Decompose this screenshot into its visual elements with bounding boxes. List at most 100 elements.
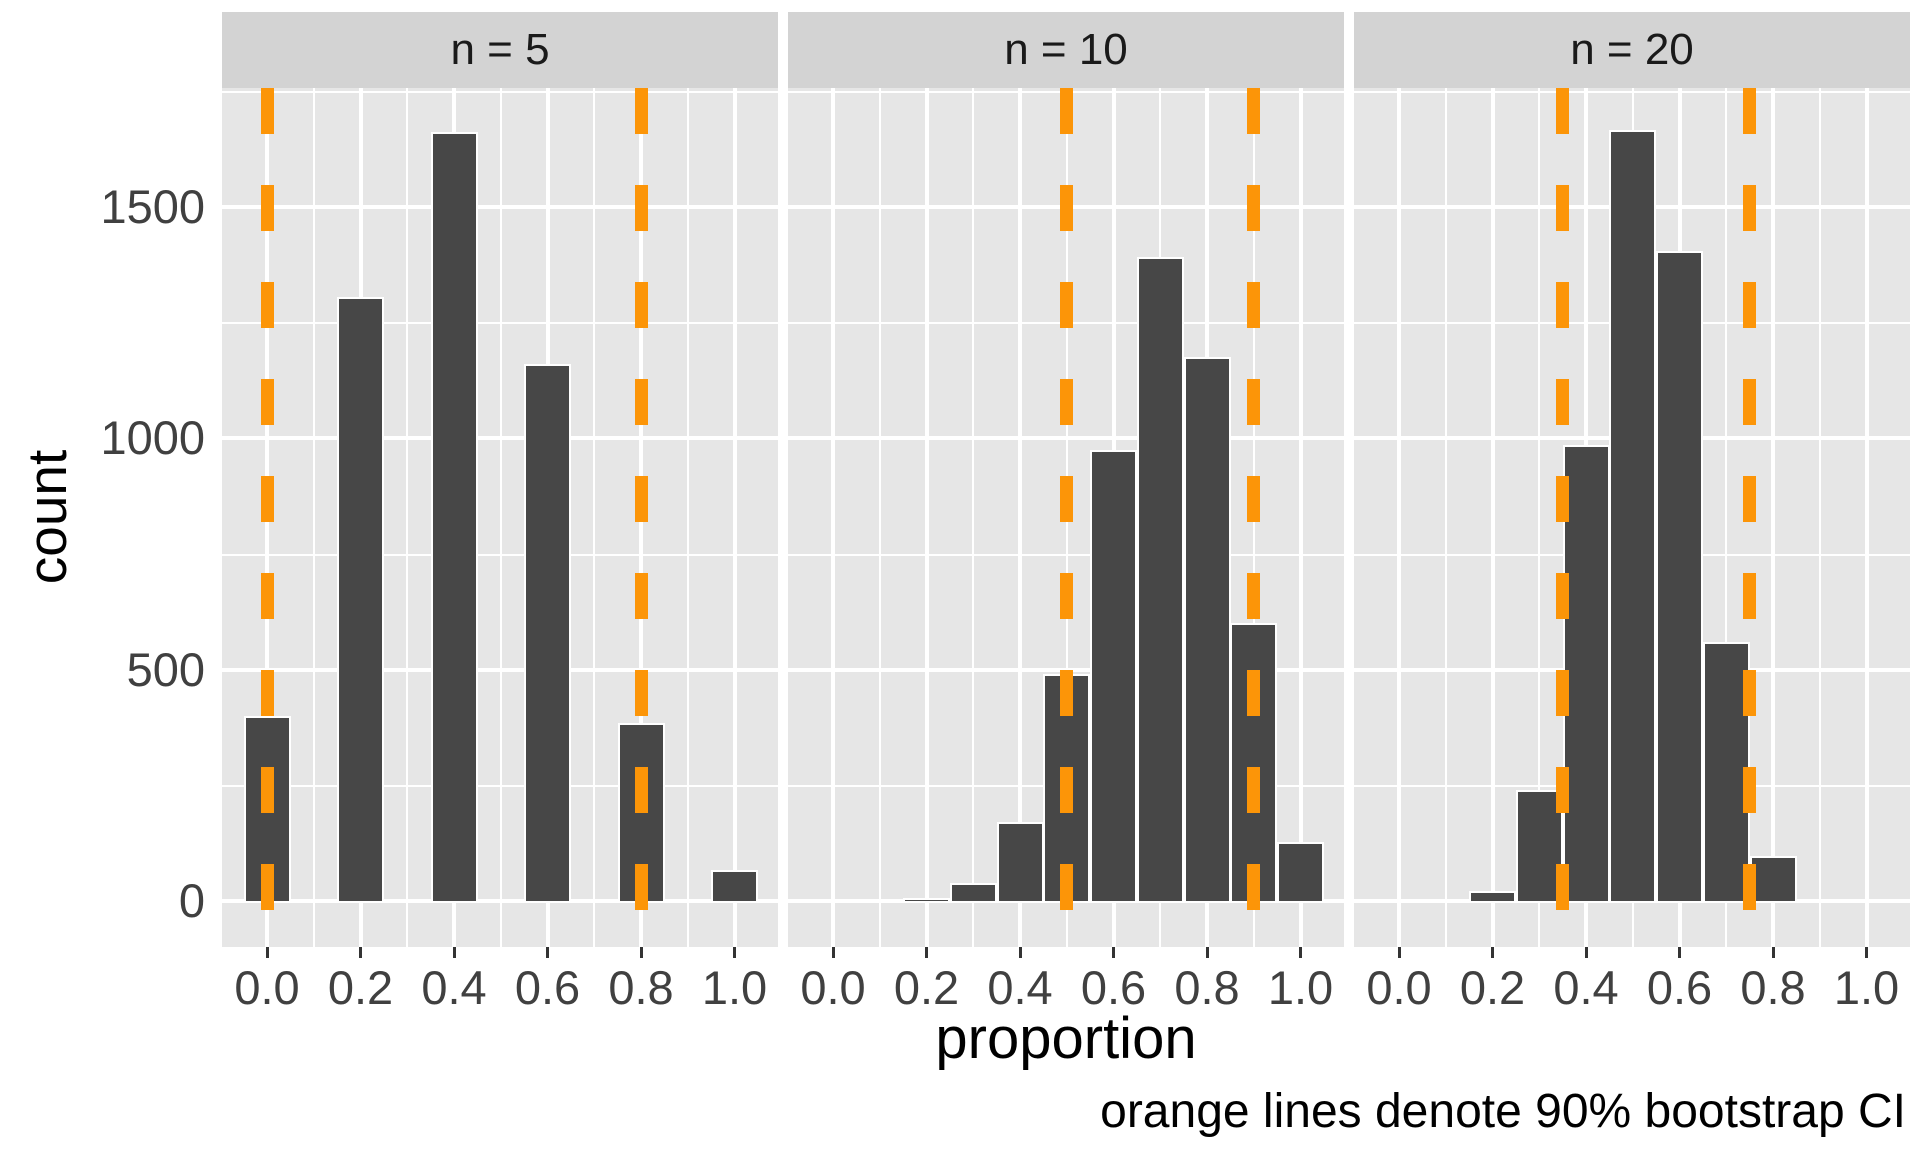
x-tick-mark (452, 947, 456, 958)
histogram-bar (1136, 257, 1184, 903)
ci-line (634, 88, 648, 947)
x-gridline-major (1298, 88, 1303, 947)
x-tick-label: 0.2 (327, 961, 394, 1014)
x-tick-label: 0.8 (608, 961, 674, 1014)
y-tick-label: 0 (178, 874, 205, 927)
x-tick-mark (1205, 947, 1209, 958)
x-tick-mark (831, 947, 835, 958)
facet-panel (788, 88, 1344, 947)
x-tick-mark (1771, 947, 1775, 958)
y-gridline-major (222, 436, 778, 440)
x-gridline-minor (406, 88, 409, 947)
x-gridline-minor (1444, 88, 1447, 947)
x-tick-mark (733, 947, 736, 958)
x-gridline-major (1397, 88, 1401, 947)
x-tick-label: 0.0 (800, 961, 866, 1014)
x-tick-label: 0.0 (234, 961, 300, 1014)
histogram-bar (1515, 789, 1563, 903)
histogram-bar (711, 869, 758, 903)
facet-panel (1354, 88, 1910, 947)
y-tick-label: 1000 (100, 411, 205, 464)
facet-panel (222, 88, 778, 947)
x-tick-label: 0.4 (1553, 961, 1619, 1014)
x-tick-label: 0.4 (421, 961, 487, 1014)
histogram-bar (524, 363, 571, 903)
x-gridline-major (1018, 88, 1022, 947)
x-tick-mark (359, 947, 362, 958)
x-tick-mark (925, 947, 928, 958)
histogram-bar (996, 822, 1044, 903)
x-gridline-minor (499, 88, 502, 947)
x-gridline-minor (593, 88, 596, 947)
histogram-bar (1183, 357, 1231, 903)
x-tick-mark (639, 947, 643, 958)
histogram-bar (903, 898, 950, 903)
histogram-bar (430, 132, 478, 903)
x-tick-mark (1584, 947, 1588, 958)
ci-line (260, 88, 274, 947)
x-tick-mark (1112, 947, 1115, 958)
x-gridline-minor (312, 88, 315, 947)
x-tick-label: 0.4 (987, 961, 1053, 1014)
x-gridline-major (1771, 88, 1775, 947)
x-gridline-major (732, 88, 737, 947)
x-tick-label: 0.0 (1366, 961, 1432, 1014)
x-tick-label: 1.0 (701, 961, 768, 1014)
x-tick-mark (1491, 947, 1494, 958)
y-gridline-major (222, 899, 778, 903)
histogram-bar (1469, 890, 1516, 903)
x-gridline-minor (1818, 88, 1821, 947)
x-gridline-minor (1538, 88, 1541, 947)
histogram-bar (1656, 250, 1703, 903)
x-tick-label: 1.0 (1833, 961, 1900, 1014)
facet-strip-label: n = 10 (1004, 25, 1128, 74)
y-gridline-major (222, 204, 778, 209)
x-tick-mark (1018, 947, 1022, 958)
facet-strip: n = 5 (222, 12, 778, 88)
x-gridline-minor (972, 88, 975, 947)
ci-line (1060, 88, 1074, 947)
x-tick-mark (546, 947, 549, 958)
facet-strip-label: n = 5 (450, 25, 550, 74)
y-gridline-major (222, 667, 778, 672)
histogram-bar (856, 899, 904, 903)
x-tick-label: 0.6 (1080, 961, 1147, 1014)
x-gridline-major (831, 88, 835, 947)
ci-line (1556, 88, 1570, 947)
histogram-bar (1609, 130, 1657, 903)
y-tick-label: 1500 (100, 179, 205, 233)
ci-line (1743, 88, 1757, 947)
x-tick-mark (1865, 947, 1868, 958)
x-gridline-major (924, 88, 929, 947)
histogram-bar (1277, 841, 1324, 903)
histogram-bar (1090, 449, 1137, 903)
x-gridline-major (1864, 88, 1869, 947)
facet-strip-label: n = 20 (1570, 25, 1694, 74)
x-gridline-major (1490, 88, 1495, 947)
x-tick-label: 0.6 (514, 961, 581, 1014)
x-tick-label: 0.2 (1459, 961, 1526, 1014)
figure-caption: orange lines denote 90% bootstrap CI (1100, 1085, 1906, 1138)
histogram-bar (337, 296, 384, 903)
histogram-bar (1749, 856, 1797, 903)
x-tick-mark (1397, 947, 1401, 958)
histogram-bar (949, 882, 997, 903)
histogram-bar (1562, 444, 1610, 903)
facet-strip: n = 20 (1354, 12, 1910, 88)
x-tick-mark (1299, 947, 1302, 958)
y-axis-title: count (16, 449, 78, 585)
x-gridline-minor (686, 88, 689, 947)
x-gridline-minor (1725, 88, 1728, 947)
x-gridline-minor (878, 88, 881, 947)
facet-strip: n = 10 (788, 12, 1344, 88)
y-tick-label: 500 (126, 642, 205, 696)
x-tick-label: 0.2 (893, 961, 960, 1014)
x-tick-label: 1.0 (1267, 961, 1334, 1014)
x-tick-label: 0.8 (1740, 961, 1806, 1014)
x-axis-title: proportion (935, 1006, 1197, 1071)
ci-line (1247, 88, 1261, 947)
histogram-bar (1702, 641, 1750, 903)
x-tick-label: 0.8 (1174, 961, 1240, 1014)
x-tick-label: 0.6 (1646, 961, 1713, 1014)
